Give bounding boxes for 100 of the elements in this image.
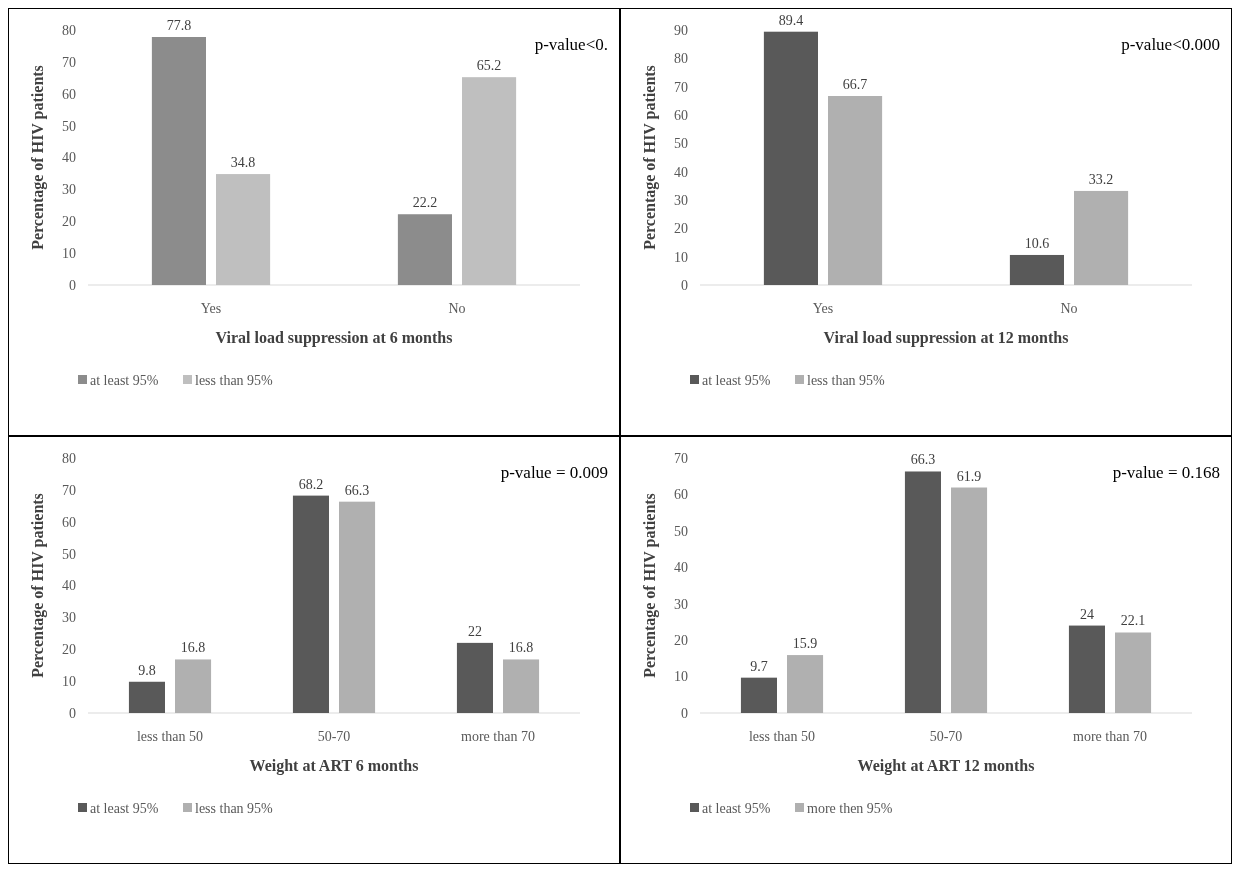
y-tick-label: 20 [674, 633, 688, 649]
y-tick-label: 30 [62, 182, 76, 198]
x-axis-title: Viral load suppression at 12 months [823, 329, 1069, 347]
y-axis-title: Percentage of HIV patients [29, 493, 47, 678]
data-label: 24 [1079, 606, 1094, 622]
bar [951, 487, 988, 713]
data-label: 61.9 [956, 468, 982, 484]
bar [462, 77, 517, 285]
bar [456, 642, 493, 713]
legend-label: at least 95% [702, 373, 771, 388]
y-tick-label: 20 [674, 221, 688, 237]
legend-label: less than 95% [195, 801, 274, 816]
x-axis-title: Weight at ART 6 months [249, 757, 419, 775]
y-tick-label: 0 [69, 277, 76, 293]
y-tick-label: 50 [674, 136, 688, 152]
bar [292, 495, 329, 713]
y-tick-label: 40 [674, 560, 688, 576]
x-tick-label: No [448, 301, 466, 316]
x-tick-label: No [1060, 301, 1078, 316]
y-tick-label: 10 [62, 246, 76, 262]
bar [128, 681, 165, 713]
y-tick-label: 20 [62, 214, 76, 230]
data-label: 66.3 [910, 452, 936, 468]
x-tick-label: more than 70 [1073, 729, 1147, 744]
data-label: 22 [467, 623, 482, 639]
x-tick-label: Yes [200, 301, 222, 316]
legend-label: at least 95% [90, 373, 159, 388]
data-label: 9.8 [138, 662, 156, 678]
legend-label: more then 95% [807, 801, 893, 816]
x-axis-title: Viral load suppression at 6 months [215, 329, 453, 347]
bar [503, 659, 540, 713]
y-tick-label: 70 [62, 54, 76, 70]
data-label: 16.8 [508, 640, 534, 656]
y-tick-label: 70 [62, 482, 76, 498]
data-label: 34.8 [230, 155, 256, 171]
bar [828, 96, 883, 285]
bar [763, 31, 818, 285]
data-label: 9.7 [750, 658, 768, 674]
bar [1074, 190, 1129, 285]
data-label: 68.2 [298, 476, 324, 492]
annotation: p-value = 0.168 [1112, 463, 1220, 482]
x-axis-title: Weight at ART 12 months [857, 757, 1035, 775]
data-label: 65.2 [476, 58, 502, 74]
data-label: 22.2 [412, 195, 438, 211]
y-tick-label: 60 [674, 107, 688, 123]
annotation: p-value = 0.009 [500, 463, 608, 482]
y-tick-label: 60 [62, 86, 76, 102]
bar [339, 501, 376, 713]
x-tick-label: 50-70 [929, 729, 963, 744]
bar [904, 471, 941, 713]
y-axis-title: Percentage of HIV patients [29, 65, 47, 250]
y-tick-label: 10 [674, 249, 688, 265]
bar [175, 659, 212, 713]
x-tick-label: less than 50 [136, 729, 204, 744]
bar [1115, 632, 1152, 713]
y-tick-label: 30 [62, 610, 76, 626]
bar [151, 37, 206, 285]
y-tick-label: 70 [674, 450, 688, 466]
legend-label: at least 95% [90, 801, 159, 816]
y-tick-label: 0 [681, 277, 688, 293]
y-tick-label: 50 [62, 546, 76, 562]
y-tick-label: 0 [69, 705, 76, 721]
annotation: p-value<0. [534, 35, 608, 54]
data-label: 10.6 [1024, 235, 1050, 251]
x-tick-label: more than 70 [461, 729, 535, 744]
y-tick-label: 50 [62, 118, 76, 134]
bar [1009, 254, 1064, 285]
annotation: p-value<0.000 [1121, 35, 1220, 54]
data-label: 22.1 [1120, 613, 1146, 629]
x-tick-label: 50-70 [317, 729, 351, 744]
y-tick-label: 40 [674, 164, 688, 180]
y-axis-title: Percentage of HIV patients [641, 493, 659, 678]
data-label: 77.8 [166, 18, 192, 34]
bar [397, 214, 452, 285]
y-tick-label: 80 [62, 22, 76, 38]
y-tick-label: 50 [674, 523, 688, 539]
bar [1068, 625, 1105, 713]
y-tick-label: 40 [62, 150, 76, 166]
bar [740, 677, 777, 713]
x-tick-label: Yes [812, 301, 834, 316]
bar [787, 655, 824, 713]
y-tick-label: 30 [674, 192, 688, 208]
x-tick-label: less than 50 [748, 729, 816, 744]
y-tick-label: 90 [674, 22, 688, 38]
y-tick-label: 20 [62, 642, 76, 658]
bar [216, 174, 271, 285]
legend-label: less than 95% [807, 373, 886, 388]
y-tick-label: 80 [674, 51, 688, 67]
data-label: 66.7 [842, 77, 868, 93]
data-label: 89.4 [778, 12, 804, 28]
legend-label: at least 95% [702, 801, 771, 816]
y-tick-label: 10 [674, 669, 688, 685]
y-tick-label: 40 [62, 578, 76, 594]
legend-label: less than 95% [195, 373, 274, 388]
data-label: 15.9 [792, 636, 818, 652]
data-label: 16.8 [180, 640, 206, 656]
y-tick-label: 0 [681, 705, 688, 721]
y-tick-label: 80 [62, 450, 76, 466]
y-tick-label: 30 [674, 596, 688, 612]
y-tick-label: 10 [62, 674, 76, 690]
